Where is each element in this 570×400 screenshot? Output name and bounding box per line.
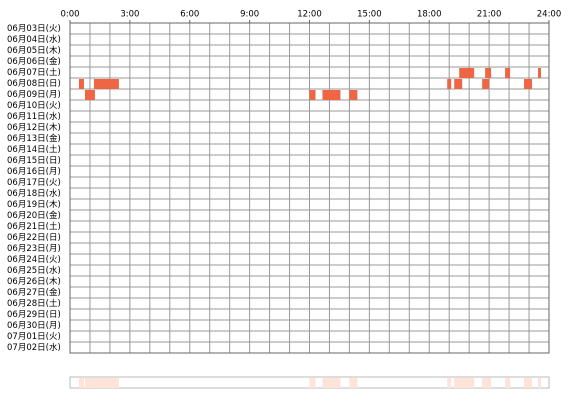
x-tick-label: 0:00	[60, 10, 79, 20]
row-label: 06月09日(月)	[7, 90, 61, 100]
row-label: 06月16日(月)	[7, 167, 61, 177]
row-label: 06月07日(土)	[7, 67, 61, 78]
overview-block	[454, 378, 463, 388]
overview-block	[84, 378, 95, 388]
overview-block	[322, 378, 341, 388]
activity-block	[524, 79, 533, 89]
row-label: 07月01日(火)	[7, 332, 61, 342]
x-tick-label: 18:00	[417, 10, 442, 20]
row-label: 06月19日(木)	[7, 199, 61, 210]
activity-block	[482, 79, 490, 89]
row-label: 06月22日(日)	[7, 233, 61, 243]
row-label: 06月30日(月)	[7, 321, 61, 331]
row-label: 06月28日(土)	[7, 298, 61, 309]
row-label: 06月26日(木)	[7, 276, 61, 287]
overview-block	[538, 378, 542, 388]
row-label: 06月20日(金)	[7, 210, 61, 221]
row-label: 06月18日(水)	[7, 188, 61, 199]
x-tick-label: 24:00	[537, 10, 562, 20]
row-label: 06月06日(金)	[7, 56, 61, 67]
row-label: 06月12日(木)	[7, 122, 61, 133]
overview-block	[349, 378, 358, 388]
x-tick-label: 6:00	[180, 10, 199, 20]
activity-block	[84, 90, 95, 100]
overview-block	[78, 378, 84, 388]
overview-block	[459, 378, 475, 388]
activity-block	[349, 90, 358, 100]
overview-block	[93, 378, 119, 388]
row-label: 06月23日(月)	[7, 244, 61, 254]
activity-block	[485, 68, 492, 78]
row-label: 06月24日(火)	[7, 255, 61, 265]
row-label: 06月14日(土)	[7, 144, 61, 155]
row-label: 06月27日(金)	[7, 287, 61, 298]
activity-block	[78, 79, 84, 89]
row-label: 06月17日(火)	[7, 178, 61, 188]
row-label: 06月29日(日)	[7, 310, 61, 320]
activity-block	[454, 79, 463, 89]
x-tick-label: 15:00	[357, 10, 382, 20]
activity-block	[322, 90, 341, 100]
row-label: 06月13日(金)	[7, 133, 61, 144]
x-tick-label: 12:00	[297, 10, 322, 20]
activity-block	[505, 68, 511, 78]
x-tick-label: 21:00	[477, 10, 502, 20]
row-label: 06月21日(土)	[7, 221, 61, 232]
activity-block	[309, 90, 316, 100]
activity-block	[459, 68, 475, 78]
activity-block	[93, 79, 119, 89]
row-label: 06月11日(水)	[7, 111, 61, 122]
row-label: 07月02日(水)	[7, 342, 61, 353]
activity-block	[538, 68, 542, 78]
row-label: 06月05日(木)	[7, 45, 61, 56]
overview-block	[482, 378, 490, 388]
row-label: 06月08日(日)	[7, 79, 61, 89]
row-label: 06月04日(水)	[7, 34, 61, 45]
row-label: 06月15日(日)	[7, 156, 61, 166]
row-label: 06月03日(火)	[7, 24, 61, 34]
overview-block	[309, 378, 316, 388]
overview-block	[505, 378, 511, 388]
x-tick-label: 3:00	[120, 10, 139, 20]
activity-block	[447, 79, 452, 89]
row-label: 06月10日(火)	[7, 101, 61, 111]
overview-block	[524, 378, 533, 388]
overview-block	[447, 378, 452, 388]
x-tick-label: 9:00	[240, 10, 259, 20]
row-label: 06月25日(水)	[7, 265, 61, 276]
